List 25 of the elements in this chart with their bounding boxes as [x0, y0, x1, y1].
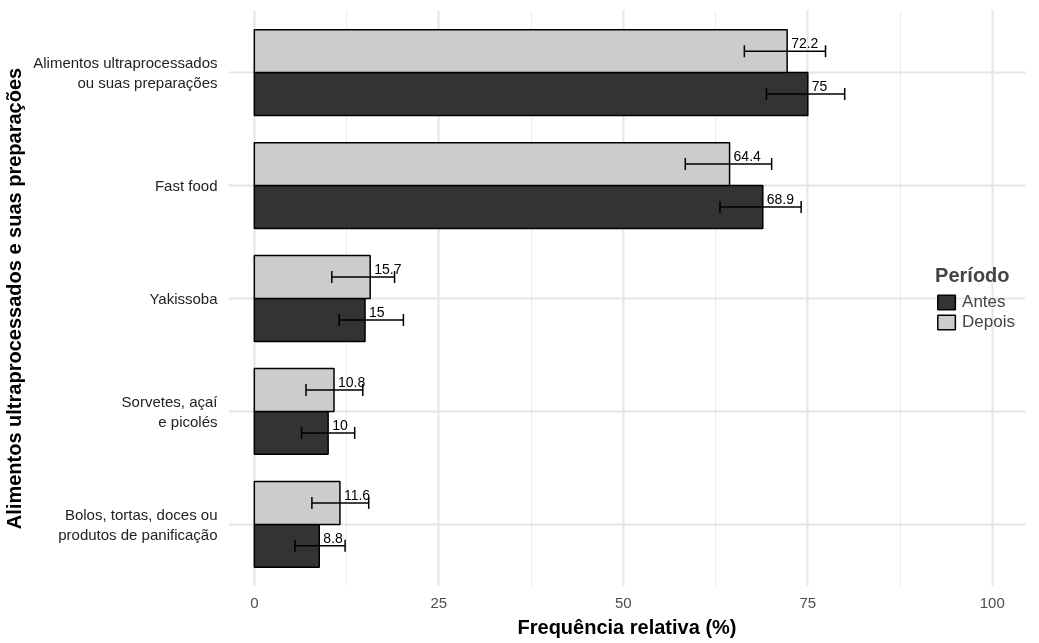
y-axis-title: Alimentos ultraprocessados e suas preparações [3, 67, 26, 530]
y-tick-label: Fast food [154, 177, 218, 195]
data-label: 68.9 [766, 191, 795, 208]
data-label: 64.4 [733, 148, 762, 165]
legend-title: Período [935, 264, 1011, 287]
y-tick-label: Bolos, tortas, doces ou produtos de panificação [58, 505, 218, 544]
data-label: 75 [811, 78, 828, 95]
y-tick-label: Alimentos ultraprocessados ou suas preparações [33, 53, 218, 92]
data-label: 72.2 [791, 35, 819, 52]
y-tick-label: Yakissoba [149, 290, 219, 307]
x-tick-label: 0 [250, 593, 259, 611]
data-label: 15 [369, 303, 385, 320]
x-tick-label: 25 [430, 593, 448, 611]
data-label: 15.7 [374, 261, 402, 278]
x-tick-label: 75 [799, 593, 817, 611]
legend-label: Antes [962, 292, 1006, 312]
data-label: 10.8 [338, 373, 366, 390]
data-label: 10 [332, 416, 348, 433]
x-axis-title: Frequência relativa (%) [517, 615, 737, 638]
y-tick-label: Sorvetes, açaí e picolés [121, 392, 219, 431]
x-tick-label: 100 [979, 593, 1005, 611]
x-tick-label: 50 [614, 593, 632, 611]
data-label: 11.6 [343, 486, 371, 503]
data-label: 8.8 [323, 529, 343, 546]
legend-label: Depois [962, 312, 1015, 332]
